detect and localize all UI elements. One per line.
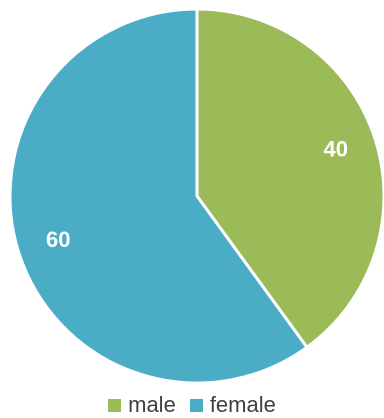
pie-slice-female	[8, 7, 309, 385]
pie-chart-svg: 40 60	[8, 7, 384, 385]
pie-slices	[8, 7, 384, 385]
legend-swatch-male	[108, 398, 122, 412]
pie-data-labels: 40 60	[46, 137, 348, 252]
data-label-male: 40	[323, 137, 347, 162]
legend-item-female: female	[189, 392, 276, 418]
data-label-female: 60	[46, 227, 70, 252]
legend-label-male: male	[128, 392, 176, 417]
legend-swatch-female	[189, 398, 203, 412]
pie-slice-male	[195, 7, 384, 349]
legend-label-female: female	[209, 392, 276, 417]
chart-legend: male female	[0, 392, 384, 418]
legend-item-male: male	[108, 392, 176, 418]
